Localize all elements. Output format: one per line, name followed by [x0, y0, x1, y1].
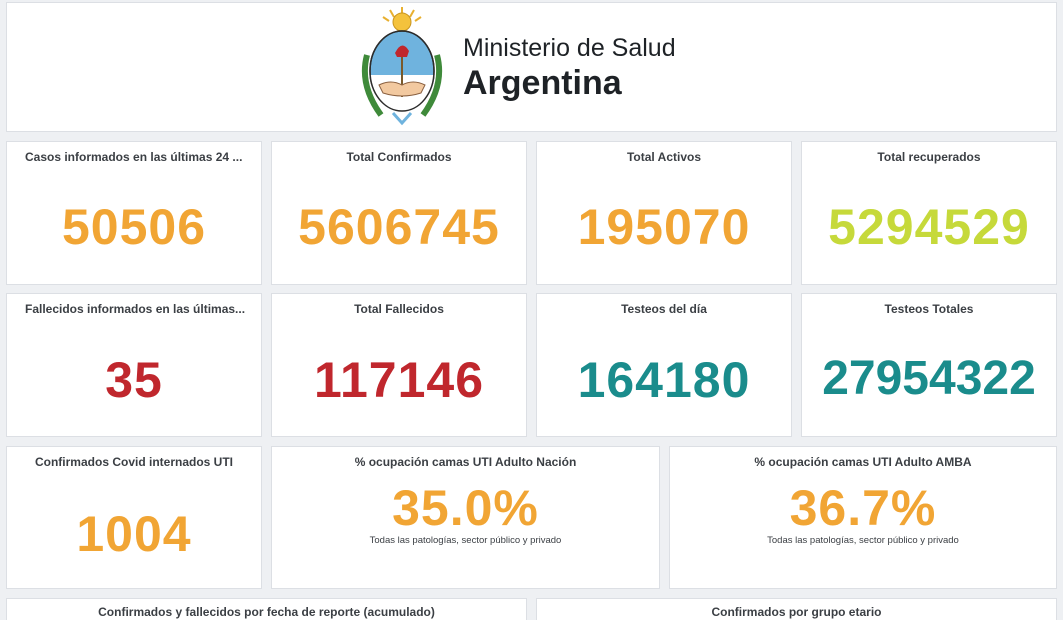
tile-daily-tests[interactable]: Testeos del día 164180	[536, 293, 792, 437]
tile-total-confirmed[interactable]: Total Confirmados 5606745	[271, 141, 527, 285]
argentina-coat-of-arms-icon	[357, 5, 447, 129]
tile-title: Total Activos	[626, 150, 701, 164]
tile-title: Total recuperados	[877, 150, 981, 164]
tile-title: Fallecidos informados en las últimas...	[25, 302, 246, 316]
tile-cases-24h[interactable]: Casos informados en las últimas 24 ... 5…	[6, 141, 262, 285]
tile-icu-occupancy-amba[interactable]: % ocupación camas UTI Adulto AMBA 36.7% …	[669, 446, 1057, 589]
tile-title: Total Confirmados	[346, 150, 452, 164]
header-banner: Ministerio de Salud Argentina	[6, 2, 1057, 132]
tile-title: % ocupación camas UTI Adulto Nación	[354, 455, 577, 469]
ministry-name: Ministerio de Salud	[463, 34, 676, 62]
country-name: Argentina	[463, 64, 622, 102]
tile-icu-covid[interactable]: Confirmados Covid internados UTI 1004	[6, 446, 262, 589]
panel-title: Confirmados y fallecidos por fecha de re…	[98, 605, 435, 619]
tile-value: 27954322	[822, 352, 1036, 405]
tile-value: 35	[105, 352, 163, 408]
tile-total-recovered[interactable]: Total recuperados 5294529	[801, 141, 1057, 285]
tile-note: Todas las patologías, sector público y p…	[369, 535, 562, 546]
tile-title: Total Fallecidos	[354, 302, 444, 316]
tile-value: 5606745	[298, 199, 500, 255]
panel-confirmed-by-age[interactable]: Confirmados por grupo etario	[536, 598, 1057, 620]
tile-value: 1004	[76, 506, 192, 562]
tile-title: Confirmados Covid internados UTI	[34, 455, 233, 469]
tile-value: 5294529	[828, 199, 1030, 255]
tile-value: 164180	[577, 352, 751, 408]
panel-confirmed-deaths-by-date[interactable]: Confirmados y fallecidos por fecha de re…	[6, 598, 527, 620]
tile-title: % ocupación camas UTI Adulto AMBA	[754, 455, 972, 469]
tile-total-tests[interactable]: Testeos Totales 27954322	[801, 293, 1057, 437]
tile-title: Testeos del día	[621, 302, 707, 316]
tile-title: Testeos Totales	[884, 302, 974, 316]
panel-title: Confirmados por grupo etario	[711, 605, 882, 619]
tile-total-deaths[interactable]: Total Fallecidos 117146	[271, 293, 527, 437]
tile-note: Todas las patologías, sector público y p…	[767, 535, 959, 546]
tile-deaths-24h[interactable]: Fallecidos informados en las últimas... …	[6, 293, 262, 437]
tile-value: 117146	[313, 352, 485, 408]
tile-icu-occupancy-nation[interactable]: % ocupación camas UTI Adulto Nación 35.0…	[271, 446, 660, 589]
tile-value: 50506	[61, 199, 207, 255]
tile-total-active[interactable]: Total Activos 195070	[536, 141, 792, 285]
tile-value: 35.0%	[392, 480, 539, 536]
brand-text: Ministerio de Salud Argentina	[463, 33, 676, 103]
tile-title: Casos informados en las últimas 24 ...	[25, 150, 243, 164]
tile-value: 195070	[577, 199, 751, 255]
tile-value: 36.7%	[789, 480, 937, 536]
